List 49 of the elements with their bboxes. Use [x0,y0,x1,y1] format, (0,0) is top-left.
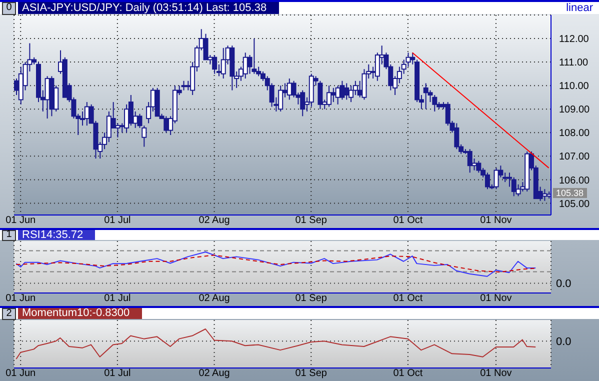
y-tick-label: 105.00 [559,198,590,210]
chart-title: Momentum10:-0.8300 [18,307,142,319]
y-tick-label: 109.00 [559,104,590,116]
candlestick [252,38,257,74]
x-tick-label: 01 Sep [295,368,328,380]
candlestick [467,148,472,174]
ref-line-label: 0.0 [556,278,572,290]
y-tick-label: 107.00 [559,152,590,163]
text: 105.38 [553,188,587,198]
text: 2 [2,308,16,320]
candlestick [340,80,345,100]
chart-title: ASIA-JPY:USD/JPY: Daily (03:51:14) Last: 105.38 [18,2,279,14]
x-tick-label: 01 Jul [104,293,131,304]
candlestick [476,160,482,174]
y-tick-label: 112.00 [559,34,590,46]
candlestick [362,68,367,100]
x-tick-label: 01 Jun [6,293,36,304]
candlestick [454,122,460,150]
y-tick-label: 106.00 [559,175,590,186]
candlestick [432,94,438,112]
candlestick [203,33,208,60]
x-tick-label: 01 Jul [104,368,131,380]
x-tick-label: 02 Aug [198,368,230,380]
candlestick [164,116,169,134]
x-tick-label: 01 Sep [295,215,328,226]
x-tick-label: 01 Nov [480,215,512,226]
x-tick-label: 01 Nov [480,293,512,304]
candlestick [220,47,226,80]
candlestick [318,80,323,110]
x-tick-label: 01 Oct [393,293,423,304]
x-tick-label: 01 Sep [295,293,328,304]
text: 0 [2,2,16,15]
chart-title: RSI14:35.72 [18,229,96,241]
text: linear [566,2,593,14]
x-tick-label: 01 Jul [104,215,131,226]
x-tick-label: 01 Jun [6,368,36,380]
ref-line-label: 0.0 [556,336,572,348]
x-tick-label: 01 Oct [393,368,423,380]
x-tick-label: 01 Jun [6,215,36,226]
x-tick-label: 01 Nov [480,368,512,380]
y-tick-label: 108.00 [559,128,590,140]
y-tick-label: 110.00 [559,81,590,92]
text: 1 [2,229,16,241]
y-tick-label: 111.00 [559,58,589,69]
x-tick-label: 02 Aug [198,215,230,226]
x-tick-label: 02 Aug [198,293,230,304]
candlestick [494,167,499,190]
x-tick-label: 01 Oct [393,215,423,226]
candlestick [330,87,336,103]
